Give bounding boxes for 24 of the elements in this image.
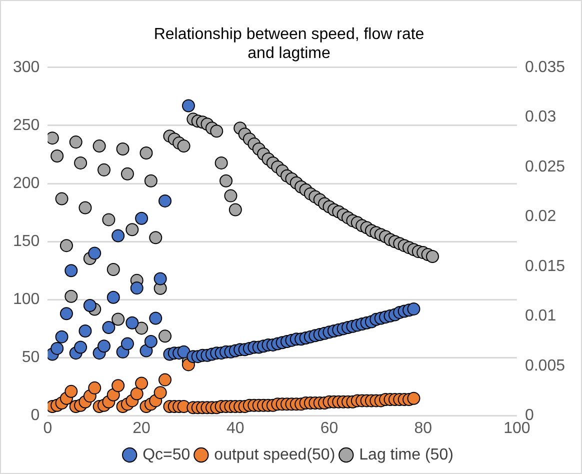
y2-tick-label: 0.025 [524,158,566,176]
x-tick-label: 20 [132,420,151,437]
y2-tick-label: 0.035 [524,58,566,76]
x-tick-label: 100 [504,420,530,437]
y-tick-label: 50 [22,349,40,366]
y-tick-label: 100 [12,291,40,308]
legend-label: Qc=50 [142,446,190,464]
y-tick-label: 300 [12,58,40,76]
x-tick-label: 40 [226,420,244,437]
chart-title: Relationship between speed, flow rate and lagtime [154,26,424,62]
x-tick-label: 80 [414,420,432,437]
y-tick-label: 250 [12,116,40,134]
x-tick-label: 0 [43,420,52,437]
y2-tick-label: 0.02 [524,208,556,226]
legend-label: Lag time (50) [359,446,454,464]
y2-tick-label: 0.015 [524,258,566,275]
x-tick-label: 60 [320,420,338,437]
y-tick-label: 150 [12,233,40,250]
y2-tick-label: 0.005 [524,357,566,374]
y2-tick-label: 0.03 [524,108,556,126]
y2-tick-label: 0.01 [524,308,556,325]
legend-label: output speed(50) [214,446,336,464]
y-tick-label: 0 [30,407,40,424]
y-tick-label: 200 [12,174,40,192]
